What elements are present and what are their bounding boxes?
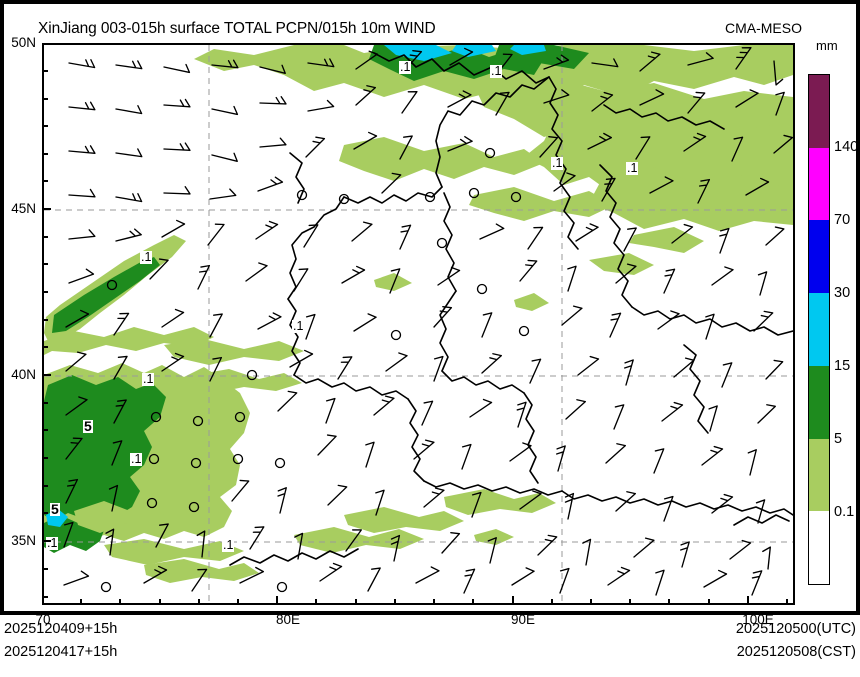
ytick-50n: 50N xyxy=(11,35,36,50)
colorbar-tick-70: 70 xyxy=(834,212,851,228)
contour-label: .1 xyxy=(292,319,305,333)
contour-label: .1 xyxy=(626,161,639,175)
chart-outer-frame xyxy=(0,0,860,615)
map-canvas xyxy=(44,45,793,603)
colorbar-tick-30: 30 xyxy=(834,285,851,301)
footer-valid-time-utc: 2025120500(UTC) xyxy=(735,621,856,637)
ytick-35n: 35N xyxy=(11,533,36,548)
ytick-45n: 45N xyxy=(11,201,36,216)
contour-label: .1 xyxy=(490,64,503,78)
colorbar-band-0.1-5 xyxy=(809,438,829,512)
colorbar-tick-5: 5 xyxy=(834,431,843,447)
borders-layer xyxy=(229,52,793,566)
model-tag: CMA-MESO xyxy=(725,20,802,36)
colorbar-band-30-70 xyxy=(809,220,829,294)
contour-label: .1 xyxy=(551,156,564,170)
xtick-100e: 100E xyxy=(742,612,774,627)
contour-label: .1 xyxy=(399,60,412,74)
contour-label: .1 xyxy=(222,538,235,552)
map-panel[interactable]: .1 .1 .1 .1 .1 .1 .1 5 .1 5 .1 .1 xyxy=(42,43,795,605)
colorbar-band-5-15 xyxy=(809,365,829,439)
colorbar-band-70-140 xyxy=(809,147,829,221)
contour-label-5mm: 5 xyxy=(83,418,93,434)
colorbar-band-above-140 xyxy=(809,75,829,148)
contour-label-5mm: 5 xyxy=(50,501,60,517)
contour-label: .1 xyxy=(130,452,143,466)
colorbar-tick-15: 15 xyxy=(834,358,851,374)
precipitation-colorbar[interactable] xyxy=(808,74,830,585)
map-frame: .1 .1 .1 .1 .1 .1 .1 5 .1 5 .1 .1 xyxy=(42,43,795,605)
colorbar-unit-label: mm xyxy=(816,38,838,53)
xtick-90e: 90E xyxy=(510,612,536,627)
xtick-70: 70 xyxy=(35,612,51,627)
colorbar-band-15-30 xyxy=(809,293,829,366)
footer-init-time-utc: 2025120409+15h xyxy=(4,621,118,637)
graticule-layer xyxy=(44,45,793,603)
footer-init-time-cst: 2025120417+15h xyxy=(4,644,118,660)
contour-label: .1 xyxy=(46,536,59,550)
contour-label: .1 xyxy=(140,250,153,264)
ytick-40n: 40N xyxy=(11,367,36,382)
contour-label: .1 xyxy=(142,372,155,386)
xtick-80e: 80E xyxy=(275,612,301,627)
colorbar-tick-140: 140 xyxy=(834,139,859,155)
page-title: XinJiang 003-015h surface TOTAL PCPN/015… xyxy=(38,20,436,37)
wind-barb-layer xyxy=(63,47,793,596)
colorbar-tick-0.1: 0.1 xyxy=(834,504,855,520)
footer-valid-time-cst: 2025120508(CST) xyxy=(736,644,856,660)
colorbar-band-below-0.1 xyxy=(809,511,829,584)
